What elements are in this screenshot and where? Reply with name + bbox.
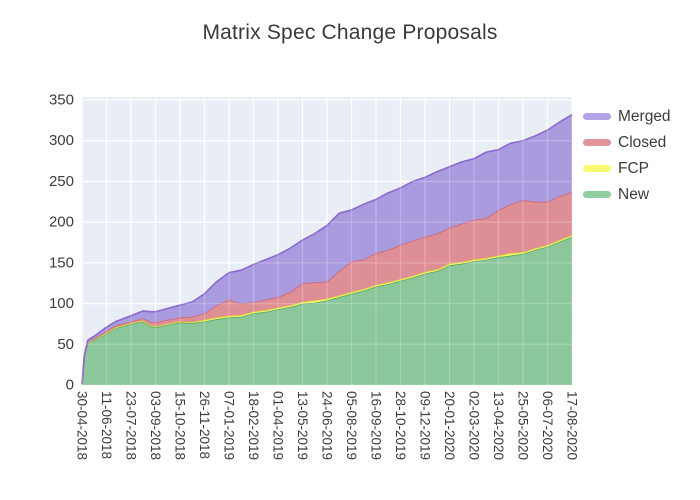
x-tick-label: 16-09-2019 (369, 391, 384, 460)
legend-label-new: New (618, 186, 650, 203)
x-tick-label: 30-04-2018 (75, 391, 90, 460)
x-tick-label: 26-11-2018 (197, 391, 212, 459)
fcp-swatch-icon (583, 165, 611, 172)
area-closed (82, 192, 572, 385)
legend-label-merged: Merged (618, 108, 671, 125)
x-tick-label: 15-10-2018 (173, 391, 188, 460)
y-tick-label: 250 (49, 173, 74, 190)
x-tick-label: 18-02-2019 (246, 391, 261, 460)
y-tick-label: 150 (49, 254, 74, 271)
x-tick-label: 13-05-2019 (295, 391, 310, 460)
closed-swatch-icon (583, 139, 611, 146)
x-tick-label: 09-12-2019 (418, 391, 433, 460)
x-tick-label: 17-08-2020 (565, 391, 580, 460)
x-tick-label: 28-10-2019 (393, 391, 408, 460)
merged-swatch-icon (583, 113, 611, 120)
x-tick-label: 02-03-2020 (467, 391, 482, 460)
x-tick-label: 13-04-2020 (491, 391, 506, 460)
x-tick-label: 25-05-2020 (516, 391, 531, 460)
y-tick-label: 200 (49, 214, 74, 231)
legend-item-fcp[interactable]: FCP (583, 160, 671, 177)
legend-label-fcp: FCP (618, 160, 649, 177)
y-tick-label: 100 (49, 295, 74, 312)
y-tick-label: 0 (66, 377, 74, 394)
area-new (82, 236, 572, 385)
line-merged (81, 113, 573, 385)
x-tick-label: 20-01-2020 (442, 391, 457, 460)
y-tick-label: 350 (49, 92, 74, 109)
chart-title: Matrix Spec Change Proposals (202, 21, 498, 44)
area-merged (82, 114, 572, 385)
x-tick-label: 24-06-2019 (320, 391, 335, 460)
legend: Merged Closed FCP New (583, 108, 671, 203)
x-tick-label: 11-06-2018 (99, 391, 114, 459)
legend-label-closed: Closed (618, 134, 667, 151)
legend-item-new[interactable]: New (583, 186, 671, 203)
new-swatch-icon (583, 191, 611, 198)
y-tick-label: 50 (57, 336, 74, 353)
y-tick-label: 300 (49, 132, 74, 149)
x-tick-label: 03-09-2018 (148, 391, 163, 460)
legend-item-merged[interactable]: Merged (583, 108, 671, 125)
legend-item-closed[interactable]: Closed (583, 134, 671, 151)
x-tick-label: 07-01-2019 (222, 391, 237, 460)
x-tick-label: 23-07-2018 (124, 391, 139, 460)
x-tick-label: 05-08-2019 (344, 391, 359, 460)
x-tick-label: 01-04-2019 (271, 391, 286, 460)
x-tick-label: 06-07-2020 (540, 391, 555, 460)
